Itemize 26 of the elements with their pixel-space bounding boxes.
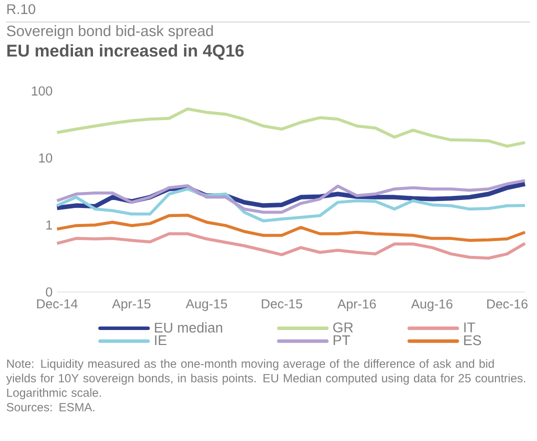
text: R.10 (7, 4, 36, 14)
legend-label: EU median (154, 322, 222, 333)
x-tick-label: Dec-16 (487, 299, 528, 309)
chart-subtitle: Sovereign bond bid-ask spread (6, 25, 213, 40)
text: Note: Liquidity measured as the one-month moving average of the difference of ask and bid yields for 10Y sovereign bonds, in basis points. EU Median computed using data for 25 countries. Logarithmic scale. (6, 359, 526, 400)
line-series (56, 232, 526, 260)
legend-label: IE (155, 335, 166, 346)
legend-label: IT (464, 322, 476, 332)
y-tick-label: 100 (32, 86, 52, 96)
y-tick-label: 10 (39, 153, 52, 163)
line-series (56, 214, 526, 242)
x-tick-label: Dec-14 (37, 299, 78, 308)
source-note: Sources: ESMA. (6, 403, 94, 412)
legend-label: GR (333, 322, 353, 332)
y-tick-label: 1 (46, 220, 52, 230)
legend-label: ES (464, 335, 482, 346)
x-tick-label: Apr-15 (112, 299, 150, 311)
legend-label: PT (334, 335, 350, 346)
y-tick-label: 0 (46, 287, 52, 297)
chart-title: EU median increased in 4Q16 (7, 44, 244, 60)
x-tick-label: Dec-15 (262, 299, 302, 308)
x-tick-label: Aug-15 (186, 299, 228, 311)
x-tick-label: Aug-16 (411, 299, 452, 312)
line-series (56, 187, 526, 222)
line-series (56, 107, 526, 148)
x-tick-label: Apr-16 (337, 299, 376, 312)
